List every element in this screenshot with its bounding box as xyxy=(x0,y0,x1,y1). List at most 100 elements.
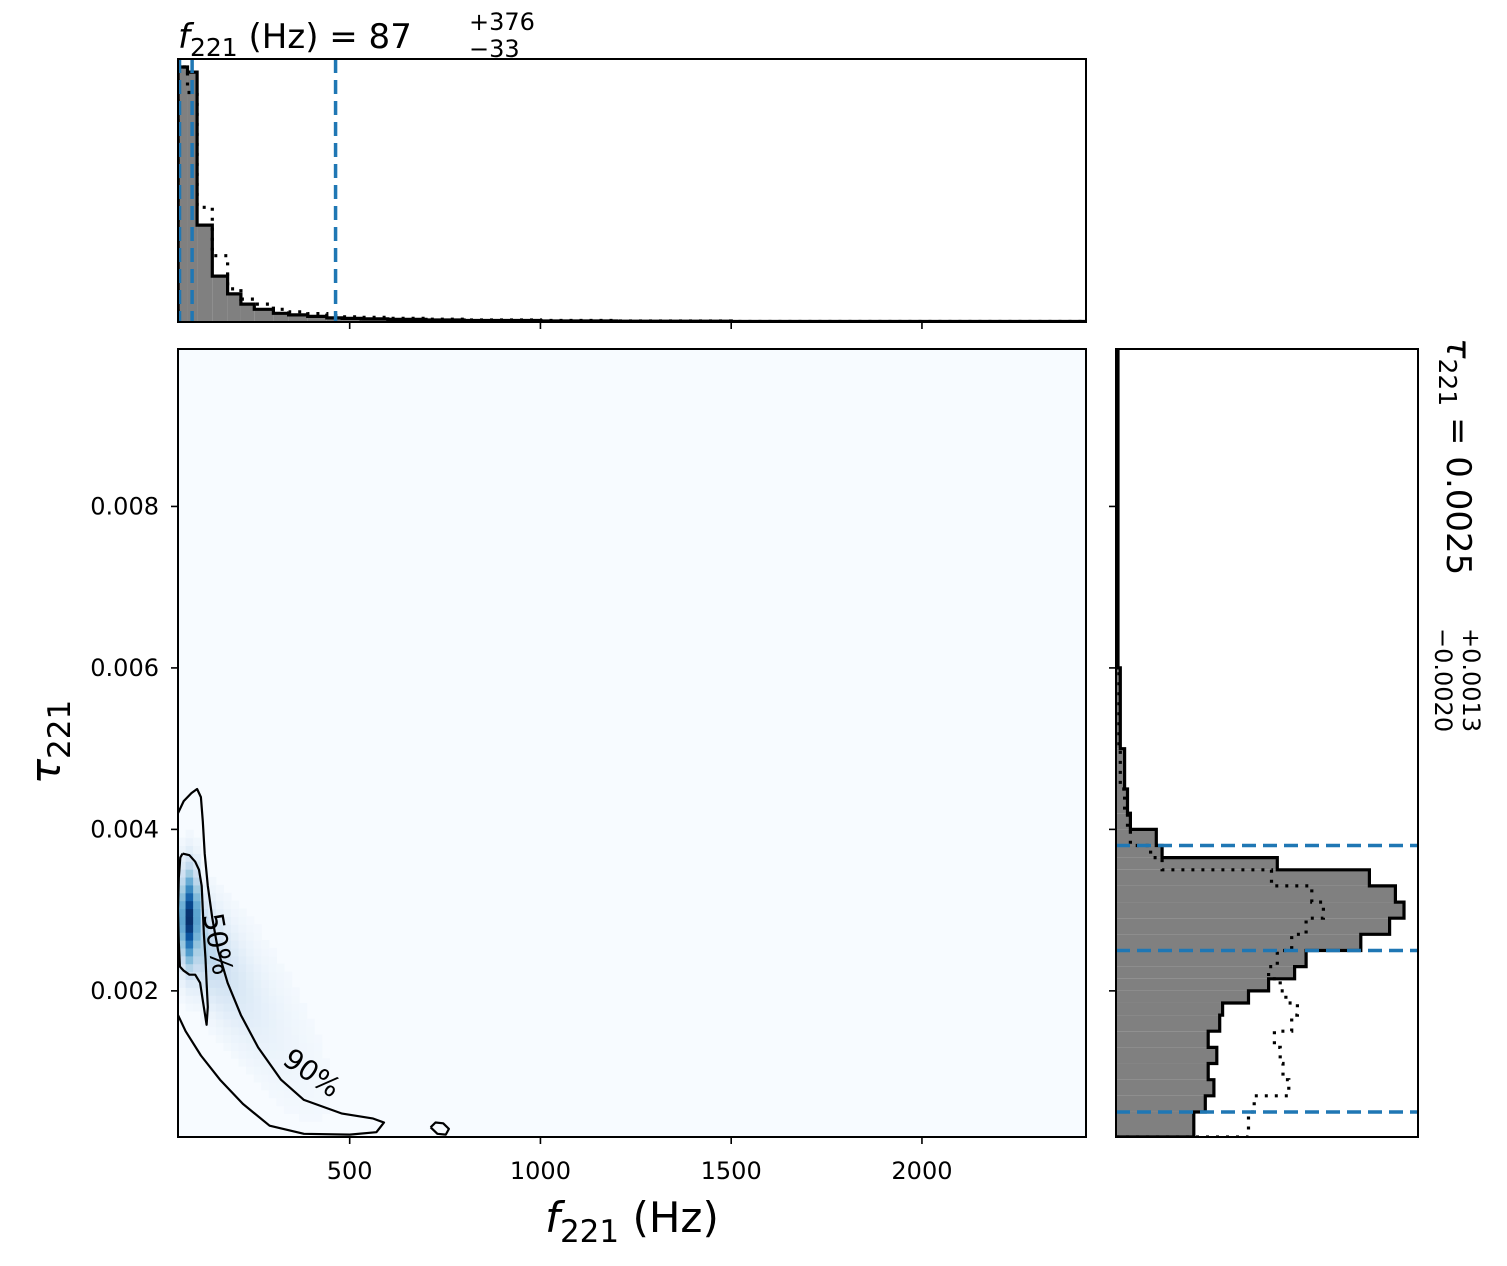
heatmap-cell xyxy=(223,892,232,902)
heatmap-cell xyxy=(299,1042,308,1051)
right-hist-bar xyxy=(1116,667,1121,749)
heatmap-cell xyxy=(276,1010,285,1020)
heatmap-cell xyxy=(208,955,217,965)
heatmap-cell xyxy=(314,1105,323,1114)
heatmap-cell xyxy=(321,1097,330,1107)
heatmap-cell xyxy=(185,963,194,973)
heatmap-cell xyxy=(276,1042,285,1051)
heatmap-cell xyxy=(208,963,217,973)
heatmap-cell xyxy=(200,892,209,902)
top-hist-bar xyxy=(254,309,274,322)
heatmap-cell xyxy=(238,955,247,965)
heatmap-cell xyxy=(291,1010,300,1020)
heatmap-cell xyxy=(253,1066,262,1075)
heatmap-cell xyxy=(208,932,217,941)
right-marginal-histogram: τ221 = 0.0025 +0.0013 −0.0020 xyxy=(1109,338,1485,1138)
top-hist-dotted-step xyxy=(178,65,1086,322)
heatmap-cell xyxy=(200,995,209,1004)
heatmap-cell xyxy=(321,1058,330,1067)
heatmap-cell xyxy=(178,845,187,854)
heatmap-cell xyxy=(314,1042,323,1051)
right-hist-bar xyxy=(1116,1095,1206,1112)
heatmap-cell xyxy=(230,955,240,965)
heatmap-cell xyxy=(246,1050,255,1059)
heatmap-cell xyxy=(223,908,232,917)
heatmap-cell xyxy=(230,1034,240,1044)
heatmap-cell xyxy=(261,1081,270,1091)
heatmap-cell xyxy=(283,1073,293,1083)
heatmap-cell xyxy=(276,971,285,980)
heatmap-cell xyxy=(230,947,240,957)
top-hist-bar xyxy=(227,293,241,322)
heatmap-cell xyxy=(261,995,270,1004)
heatmap-cell xyxy=(238,1050,247,1059)
heatmap-cell xyxy=(185,845,194,854)
heatmap-cell xyxy=(230,963,240,973)
heatmap-cell xyxy=(193,971,202,980)
heatmap-cell xyxy=(208,971,217,980)
right-hist-bar xyxy=(1116,966,1295,979)
heatmap-cell xyxy=(253,1050,262,1059)
heatmap-cell xyxy=(238,979,247,988)
top-hist-bar xyxy=(342,318,362,322)
heatmap-cell xyxy=(268,963,277,973)
heatmap-cell xyxy=(193,979,202,988)
heatmap-cell xyxy=(185,853,194,862)
heatmap-cell xyxy=(178,932,187,941)
heatmap-cell xyxy=(238,1018,247,1028)
right-marginal-frame xyxy=(1115,348,1419,1138)
heatmap-cell xyxy=(314,1097,323,1107)
heatmap-cell xyxy=(261,955,270,965)
heatmap-cell xyxy=(246,1042,255,1051)
heatmap-cell xyxy=(283,1097,293,1107)
x-label-rest: (Hz) xyxy=(619,1193,719,1242)
top-title-rest: (Hz) = 87 xyxy=(238,17,412,57)
heatmap-cell xyxy=(246,947,255,957)
heatmap-cell xyxy=(178,908,187,917)
y-label-main: τ xyxy=(21,758,70,784)
heatmap-cell xyxy=(215,1034,224,1044)
heatmap-cell xyxy=(253,924,262,933)
svg-text:τ221 = 0.0025: τ221 = 0.0025 xyxy=(1433,338,1478,575)
heatmap-cell xyxy=(253,932,262,941)
heatmap-cell xyxy=(193,892,202,902)
right-hist-bar xyxy=(1116,978,1269,991)
heatmap-cell xyxy=(185,932,194,941)
heatmap-cell xyxy=(178,916,187,925)
heatmap-cell xyxy=(291,1050,300,1059)
heatmap-cell xyxy=(253,1026,262,1036)
heatmap-cell xyxy=(246,1066,255,1075)
heatmap-cell xyxy=(261,947,270,957)
heatmap-cell xyxy=(276,1034,285,1044)
right-hist-bar xyxy=(1116,1111,1194,1137)
heatmap-cell xyxy=(283,1026,293,1036)
heatmap-cell xyxy=(261,1042,270,1051)
heatmap-cell xyxy=(299,1018,308,1028)
heatmap-cell xyxy=(314,1089,323,1099)
heatmap-cell xyxy=(230,1010,240,1020)
heatmap-cell xyxy=(268,947,277,957)
heatmap-cell xyxy=(200,971,209,980)
heatmap-cell xyxy=(261,1010,270,1020)
heatmap-cell xyxy=(238,940,247,949)
heatmap-cell xyxy=(299,1010,308,1020)
heatmap-cell xyxy=(185,837,194,847)
joint-background xyxy=(178,349,1086,1137)
heatmap-cell xyxy=(193,853,202,862)
heatmap-cell xyxy=(230,900,240,910)
heatmap-cell xyxy=(238,1058,247,1067)
heatmap-cell xyxy=(291,1066,300,1075)
top-hist-bar xyxy=(212,276,228,322)
x-tick-label: 1500 xyxy=(701,1157,762,1185)
heatmap-cell xyxy=(208,900,217,910)
heatmap-cell xyxy=(261,1050,270,1059)
heatmap-cell xyxy=(268,1034,277,1044)
heatmap-cell xyxy=(299,1089,308,1099)
heatmap-cell xyxy=(246,1058,255,1067)
heatmap-cell xyxy=(246,1010,255,1020)
heatmap-cell xyxy=(268,1089,277,1099)
heatmap-cell xyxy=(321,1066,330,1075)
heatmap-cell xyxy=(193,908,202,917)
heatmap-cell xyxy=(193,845,202,854)
heatmap-cell xyxy=(223,1034,232,1044)
